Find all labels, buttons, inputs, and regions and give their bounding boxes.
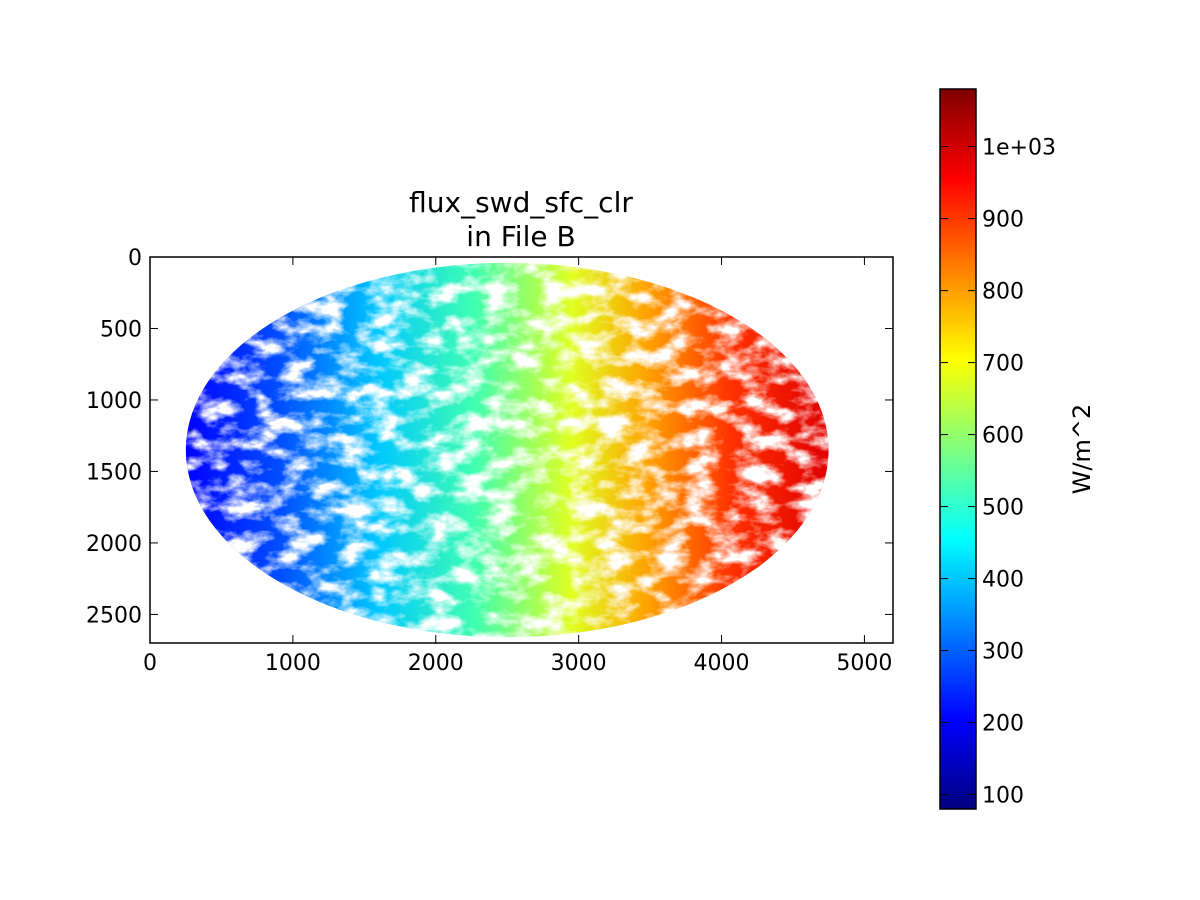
colorbar-tick-label: 500 [982,496,1024,521]
heatmap-area [150,257,893,643]
cloud-mask [185,262,829,638]
plot-frame [149,256,894,644]
y-axis: 0 500 1000 1500 2000 2500 [86,246,893,628]
colorbar-tick-label: 300 [982,640,1024,665]
y-tick-label: 2000 [86,532,142,557]
colorbar-tick-label: 900 [982,208,1024,233]
colorbar-tick-label: 100 [982,784,1024,809]
x-tick-label: 3000 [551,651,607,676]
x-tick-label: 1000 [265,651,321,676]
colorbar-tick-label: 400 [982,568,1024,593]
x-tick-label: 5000 [836,651,892,676]
y-tick-label: 500 [100,317,142,342]
x-tick-label: 0 [143,651,157,676]
chart-title: flux_swd_sfc_clr [409,186,633,219]
x-tick-label: 2000 [408,651,464,676]
y-tick-label: 0 [128,246,142,271]
y-tick-label: 1500 [86,460,142,485]
colorbar-label: W/m^2 [1068,404,1096,495]
colorbar-tick-label: 700 [982,352,1024,377]
x-tick-label: 4000 [694,651,750,676]
colorbar-tick-label: 200 [982,712,1024,737]
y-tick-label: 2500 [86,603,142,628]
x-axis: 0 1000 2000 3000 4000 5000 [143,257,892,676]
colorbar-tick-label: 800 [982,280,1024,305]
colorbar-tick-label: 600 [982,424,1024,449]
y-tick-label: 1000 [86,389,142,414]
colorbar-ticks: 100 200 300 400 500 600 700 800 900 1e+03 [940,136,1056,809]
earth-disk [185,262,829,638]
chart-subtitle: in File B [466,220,575,253]
colorbar-tick-label: 1e+03 [982,136,1056,161]
colorbar [939,88,977,810]
